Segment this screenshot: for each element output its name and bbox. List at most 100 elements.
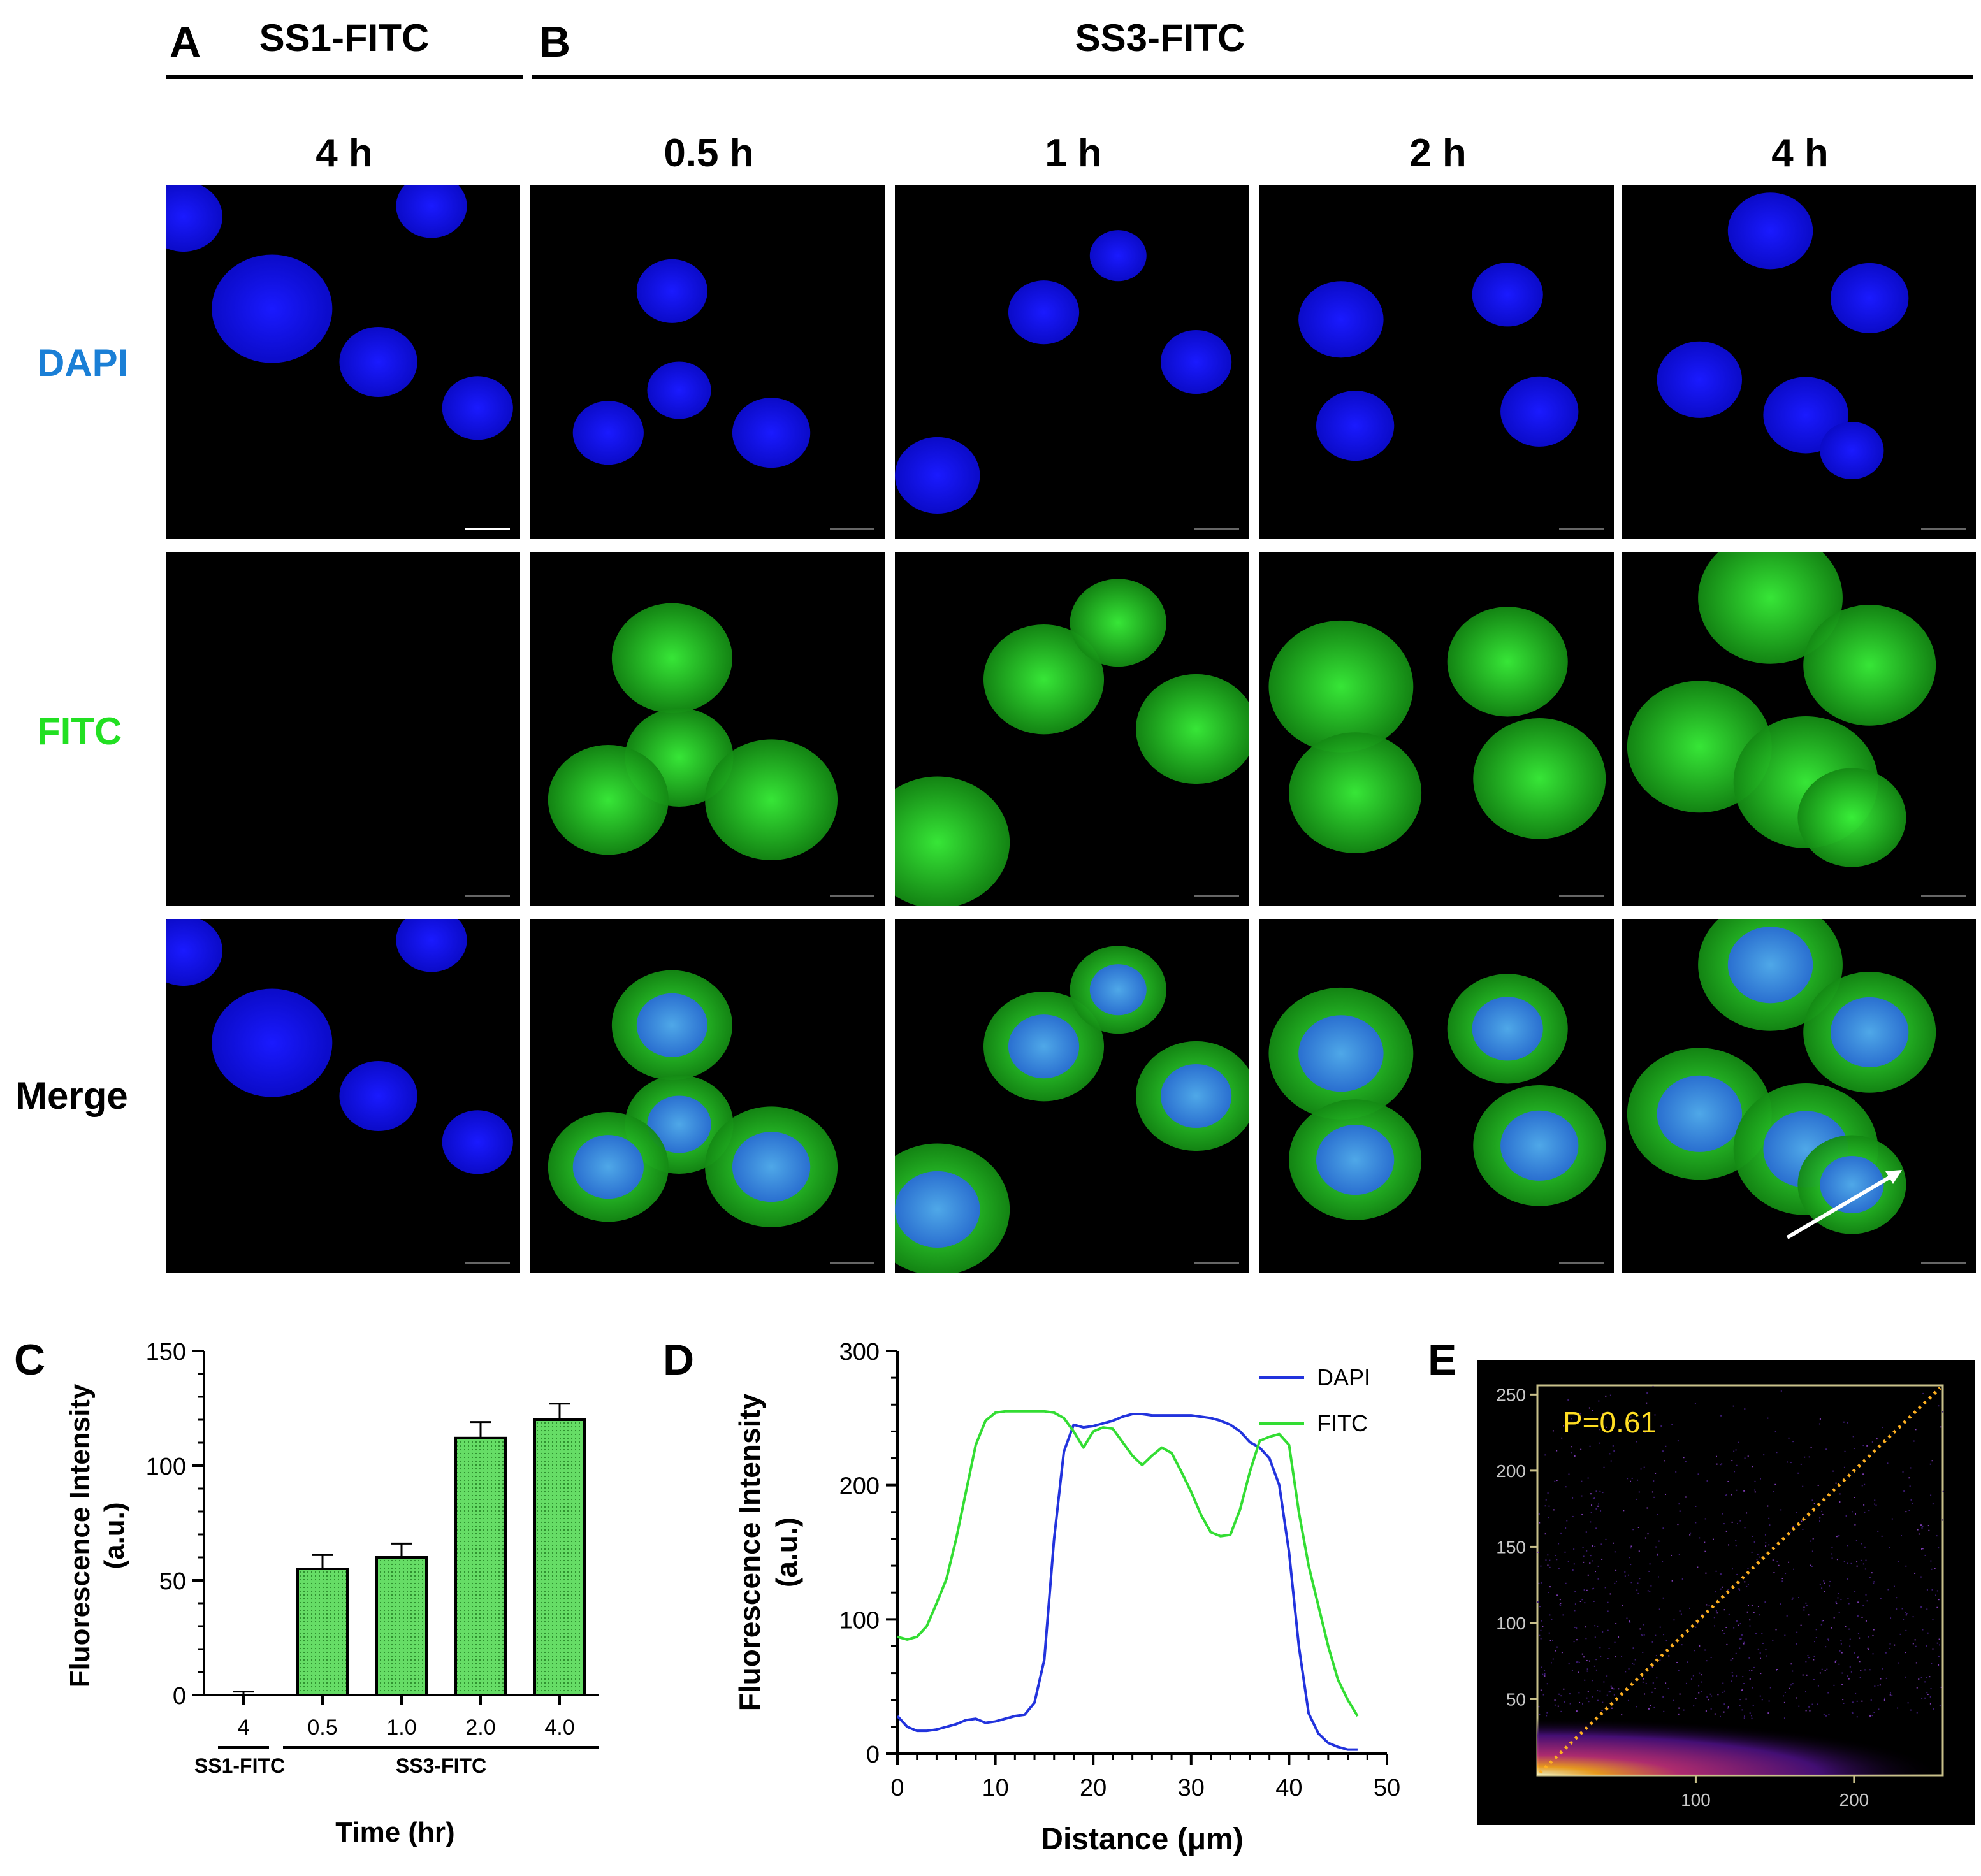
y-tick-label: 150 [1496,1537,1526,1557]
y-tick-label: 250 [1496,1385,1526,1404]
nucleus-blob [1657,1075,1743,1152]
cytoplasm-blob [1698,552,1843,664]
micrograph-fitc-ss3-2h [1259,552,1614,906]
scale-bar [830,1262,874,1264]
x-tick-label: 2.0 [465,1715,495,1740]
y-tick-label: 150 [146,1339,186,1366]
nucleus-blob [572,401,644,465]
y-tick-label: 200 [839,1473,880,1500]
line-profile-arrow [1786,1172,1897,1239]
y-tick-label: 0 [173,1683,186,1710]
col-head-ss3-0-5h: 0.5 h [664,131,754,175]
x-tick-label: 0 [890,1775,904,1801]
micrograph-merge-ss3-1h [895,919,1249,1273]
nucleus-blob [636,993,708,1057]
x-tick-label: 200 [1840,1790,1869,1810]
y-tick-label: 100 [1496,1613,1526,1633]
x-tick-label: 50 [1374,1775,1400,1801]
scale-bar [1921,528,1966,530]
x-tick-label: 20 [1080,1775,1107,1801]
y-axis-title: Fluorescence Intensity (a.u.) [64,1383,130,1687]
scale-bar [465,1262,510,1264]
scale-bar [1559,528,1604,530]
nucleus-blob [1316,391,1395,461]
scale-bar [1194,1262,1239,1264]
nucleus-blob [1008,1014,1080,1079]
micrograph-fitc-ss3-0-5h [530,552,885,906]
y-tick-label: 300 [839,1339,880,1366]
micrograph-dapi-ss3-0-5h [530,185,885,539]
panel-a-title: SS1-FITC [259,17,430,59]
density-band [1537,1718,1943,1775]
nucleus-blob [1298,281,1384,358]
x-tick-label: 4.0 [544,1715,574,1740]
y-tick-label: 50 [159,1568,186,1595]
nucleus-blob [1727,927,1813,1004]
col-head-ss1-4h: 4 h [316,131,373,175]
chart-c: 0 50 100 150 4 0.5 1.0 2.0 4.0 SS1-FITC SS3-FITC Ti… [64,1339,599,1848]
x-tick-label: 10 [982,1775,1008,1801]
cytoplasm-blob [1268,620,1414,753]
scale-bar [1559,895,1604,897]
micrograph-dapi-ss3-2h [1259,185,1614,539]
nucleus-blob [166,919,222,986]
nucleus-blob [732,1132,811,1202]
scale-bar [1194,895,1239,897]
scale-bar [465,528,510,530]
x-tick-label: 1.0 [386,1715,416,1740]
nucleus-blob [442,1110,513,1174]
scale-bar [1921,895,1966,897]
micrograph-merge-ss1-4h [166,919,520,1273]
scale-bar [1559,1262,1604,1264]
diagonal-fit-line [1539,1387,1941,1774]
scale-bar [1921,1262,1966,1264]
x-tick-label: 30 [1178,1775,1205,1801]
nucleus-blob [212,988,333,1097]
cytoplasm-blob [1803,605,1936,726]
panel-c-letter: C [14,1336,46,1384]
nucleus-blob [1831,263,1909,333]
cytoplasm-blob [1473,718,1606,839]
nucleus-blob [647,361,711,419]
nucleus-blob [1657,341,1743,418]
micrograph-fitc-ss3-1h [895,552,1249,906]
x-axis-title: Time (hr) [335,1817,454,1848]
y-axis-title: Fluorescence Intensity (a.u.) [733,1393,803,1711]
cytoplasm-blob [1289,732,1422,853]
cytoplasm-blob [1070,579,1166,667]
x-tick-label: 100 [1681,1790,1711,1810]
nucleus-blob [1008,280,1080,345]
cytoplasm-blob [548,745,669,855]
cytoplasm-blob [1447,607,1568,717]
y-tick-label: 0 [866,1742,880,1768]
y-tick-label: 100 [839,1607,880,1634]
nucleus-blob [1500,376,1579,447]
nucleus-blob [1831,997,1909,1067]
panel-b-title: SS3-FITC [1075,17,1245,59]
nucleus-blob [212,254,333,363]
arrow-head-icon [1885,1170,1902,1184]
micrograph-dapi-ss3-1h [895,185,1249,539]
row-label-fitc: FITC [37,710,122,753]
micrograph-fitc-ss3-4h [1622,552,1976,906]
colocalization-scatter: P=0.61 100 200 50 100 150 200 250 [1477,1360,1975,1825]
nucleus-blob [647,1095,711,1153]
panel-b-rule [532,75,1973,79]
col-head-ss3-4h: 4 h [1771,131,1829,175]
row-label-merge: Merge [15,1074,128,1117]
nucleus-blob [1727,192,1813,270]
cytoplasm-blob [983,624,1105,735]
cytoplasm-blob [1797,768,1906,867]
col-head-ss3-1h: 1 h [1045,131,1102,175]
panel-b-letter: B [539,18,571,66]
nucleus-blob [1161,329,1232,394]
scale-bar [465,895,510,897]
micrograph-dapi-ss1-4h [166,185,520,539]
x-tick-label: 40 [1275,1775,1302,1801]
nucleus-blob [396,185,467,238]
series-fitc-line [897,1410,1359,1717]
nucleus-blob [636,259,708,323]
scatter-plot-area [1536,1384,1944,1777]
x-tick-label: 4 [238,1715,250,1740]
cytoplasm-blob [895,776,1010,906]
